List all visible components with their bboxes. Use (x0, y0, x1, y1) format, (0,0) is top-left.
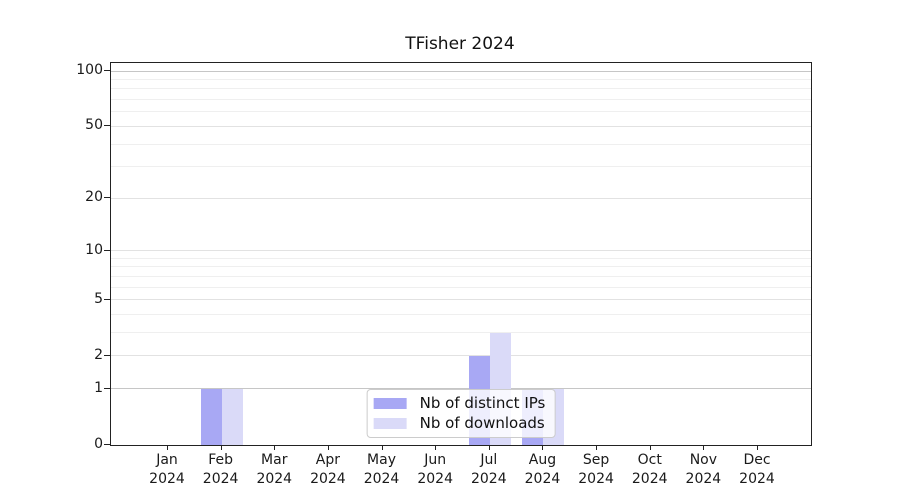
x-tick-label-sep-2024: Sep 2024 (564, 451, 628, 489)
x-tick-jan-2024 (167, 445, 168, 450)
x-tick-month: Nov (689, 452, 718, 468)
x-tick-year: 2024 (631, 471, 668, 487)
y-tick-label-5: 5 (94, 290, 103, 307)
y-tick-10 (104, 249, 110, 251)
x-tick-month: Mar (261, 452, 288, 468)
legend-swatch-nb-of-downloads (373, 418, 407, 429)
x-tick-label-may-2024: May 2024 (350, 451, 414, 489)
x-tick-year: 2024 (149, 471, 185, 487)
x-tick-dec-2024 (757, 445, 758, 450)
x-tick-label-mar-2024: Mar 2024 (242, 451, 306, 489)
y-tick-label-1: 1 (94, 379, 103, 396)
x-tick-month: Oct (637, 452, 662, 468)
x-tick-jun-2024 (435, 445, 437, 450)
y-tick-100 (104, 70, 110, 71)
gridline-80 (111, 88, 811, 90)
x-tick-jul-2024 (488, 445, 490, 450)
gridline-40 (111, 143, 811, 145)
gridline-100 (111, 70, 811, 72)
x-tick-apr-2024 (327, 445, 329, 450)
x-tick-nov-2024 (703, 445, 705, 450)
x-tick-label-feb-2024: Feb 2024 (189, 451, 253, 489)
legend-item-nb-of-distinct-ips: Nb of distinct IPs (373, 394, 546, 412)
x-tick-label-dec-2024: Dec 2024 (725, 451, 789, 489)
x-tick-month: Apr (315, 452, 341, 468)
y-tick-label-50: 50 (85, 117, 103, 134)
x-tick-month: Jun (424, 452, 447, 468)
x-tick-month: Jul (480, 452, 498, 468)
x-tick-year: 2024 (685, 471, 722, 487)
gridline-5 (111, 299, 811, 301)
legend: Nb of distinct IPs Nb of downloads (366, 389, 556, 438)
gridline-30 (111, 166, 811, 168)
x-tick-month: Dec (743, 452, 771, 468)
x-tick-oct-2024 (649, 445, 651, 450)
gridline-9 (111, 257, 811, 259)
x-tick-label-jan-2024: Jan 2024 (135, 451, 199, 489)
x-tick-year: 2024 (578, 471, 614, 487)
chart-title: TFisher 2024 (405, 34, 515, 54)
x-tick-label-apr-2024: Apr 2024 (296, 451, 360, 489)
x-tick-year: 2024 (363, 471, 400, 487)
x-tick-month: Aug (528, 452, 557, 468)
x-tick-year: 2024 (524, 471, 561, 487)
x-tick-year: 2024 (739, 471, 775, 487)
gridline-6 (111, 286, 811, 288)
gridline-90 (111, 78, 811, 80)
bar-nb-of-distinct-ips-feb-2024 (200, 388, 222, 445)
x-tick-may-2024 (381, 445, 383, 450)
x-tick-month: Sep (582, 452, 610, 468)
x-tick-label-jul-2024: Jul 2024 (457, 451, 521, 489)
gridline-50 (111, 125, 811, 127)
y-tick-1 (104, 387, 110, 389)
y-tick-label-20: 20 (85, 189, 103, 206)
gridline-10 (111, 250, 811, 252)
x-tick-label-jun-2024: Jun 2024 (403, 451, 467, 489)
y-tick-label-100: 100 (76, 62, 103, 78)
gridline-3 (111, 332, 811, 334)
x-tick-sep-2024 (596, 445, 598, 450)
x-tick-year: 2024 (256, 471, 293, 487)
gridline-7 (111, 275, 811, 277)
y-tick-label-10: 10 (85, 241, 103, 258)
x-tick-month: May (367, 452, 396, 468)
gridline-8 (111, 266, 811, 268)
x-tick-year: 2024 (202, 471, 239, 487)
legend-swatch-nb-of-distinct-ips (373, 398, 407, 409)
y-tick-50 (104, 125, 110, 127)
y-tick-2 (104, 354, 110, 356)
x-tick-label-oct-2024: Oct 2024 (618, 451, 682, 489)
y-tick-label-0: 0 (94, 436, 103, 452)
gridline-70 (111, 99, 811, 101)
x-tick-year: 2024 (417, 471, 453, 487)
x-tick-year: 2024 (310, 471, 346, 487)
bar-nb-of-downloads-feb-2024 (221, 388, 243, 445)
y-tick-label-2: 2 (94, 346, 103, 363)
y-tick-0 (104, 444, 110, 445)
gridline-4 (111, 314, 811, 316)
gridline-1 (111, 388, 811, 390)
x-tick-label-nov-2024: Nov 2024 (671, 451, 735, 489)
legend-label-nb-of-distinct-ips: Nb of distinct IPs (419, 394, 546, 412)
legend-item-nb-of-downloads: Nb of downloads (373, 414, 546, 432)
gridline-2 (111, 355, 811, 357)
x-tick-year: 2024 (470, 471, 507, 487)
x-tick-month: Jan (156, 452, 178, 468)
x-tick-label-aug-2024: Aug 2024 (510, 451, 574, 489)
y-tick-5 (104, 298, 110, 300)
plot-area: Nb of distinct IPs Nb of downloads (110, 62, 812, 446)
y-tick-20 (104, 197, 110, 199)
x-tick-mar-2024 (274, 445, 276, 450)
gridline-20 (111, 197, 811, 199)
x-tick-month: Feb (208, 452, 234, 468)
legend-label-nb-of-downloads: Nb of downloads (419, 414, 545, 432)
x-tick-feb-2024 (220, 445, 222, 450)
gridline-60 (111, 111, 811, 113)
x-tick-aug-2024 (542, 445, 544, 450)
